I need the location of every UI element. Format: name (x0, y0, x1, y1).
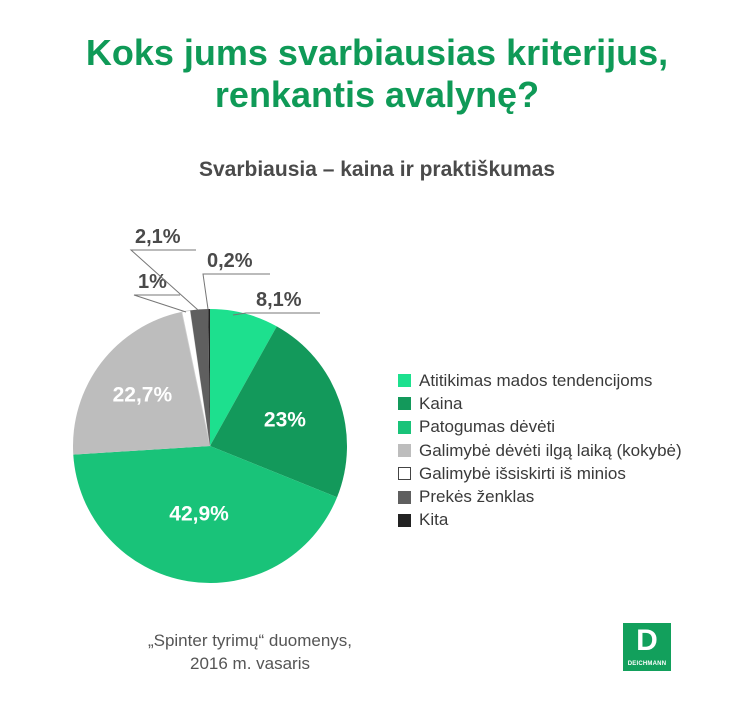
legend-item-3: Patogumas dėvėti (398, 416, 682, 439)
deichmann-logo: D DEICHMANN (623, 623, 671, 671)
logo-text: DEICHMANN (627, 661, 667, 667)
leader-line-1 (232, 312, 320, 316)
legend-item-6: Prekės ženklas (398, 485, 682, 508)
logo-letter: D (636, 624, 658, 657)
legend-item-5: Galimybė išsiskirti iš minios (398, 462, 682, 485)
legend-item-4: Galimybė dėvėti ilgą laiką (kokybė) (398, 439, 682, 462)
title-line-1: Koks jums svarbiausias kriterijus, (85, 32, 669, 73)
leader-line-5 (133, 294, 187, 313)
legend-item-1: Atitikimas mados tendencijoms (398, 369, 682, 392)
pie-slice-3 (73, 446, 338, 583)
legend-label-5: Galimybė išsiskirti iš minios (419, 463, 626, 483)
pie-slice-7 (208, 309, 210, 446)
slice-label-6: 2,1% (135, 226, 181, 248)
chart-subtitle: Svarbiausia – kaina ir praktiškumas (198, 158, 556, 181)
pie-slice-5 (181, 309, 211, 447)
legend-item-7: Kita (398, 509, 682, 532)
legend-label-1: Atitikimas mados tendencijoms (419, 370, 653, 390)
legend: Atitikimas mados tendencijoms Kaina Patogu… (398, 369, 682, 532)
legend-label-3: Patogumas dėvėti (419, 417, 556, 437)
slice-label-4: 22,7% (113, 384, 173, 407)
legend-item-2: Kaina (398, 392, 682, 415)
legend-swatch-5 (398, 467, 411, 481)
legend-swatch-4 (398, 444, 411, 458)
legend-label-7: Kita (419, 510, 449, 530)
slice-label-7: 0,2% (207, 250, 253, 272)
source-line-1: „Spinter tyrimų“ duomenys, (147, 631, 353, 650)
slice-label-3: 42,9% (169, 503, 229, 526)
chart-title: Koks jums svarbiausias kriterijus, renka… (0, 32, 754, 116)
pie-slice-4 (73, 311, 210, 455)
legend-label-2: Kaina (419, 393, 463, 413)
legend-swatch-3 (398, 420, 411, 434)
slice-label-1: 8,1% (256, 289, 302, 311)
source-note: „Spinter tyrimų“ duomenys, 2016 m. vasar… (110, 629, 390, 675)
leader-line-6 (129, 249, 199, 311)
slice-label-5: 1% (138, 271, 167, 293)
title-line-2: renkantis avalynę? (214, 74, 540, 115)
legend-swatch-7 (398, 513, 411, 527)
pie-slice-6 (190, 309, 210, 446)
legend-swatch-1 (398, 374, 411, 388)
leader-line-7 (202, 273, 270, 310)
pie-slice-2 (210, 326, 347, 498)
pie-slice-1 (210, 309, 277, 446)
legend-label-4: Galimybė dėvėti ilgą laiką (kokybė) (419, 440, 682, 460)
legend-swatch-2 (398, 397, 411, 411)
source-line-2: 2016 m. vasaris (190, 654, 310, 673)
legend-label-6: Prekės ženklas (419, 487, 535, 507)
slice-label-2: 23% (264, 409, 306, 432)
legend-swatch-6 (398, 490, 411, 504)
